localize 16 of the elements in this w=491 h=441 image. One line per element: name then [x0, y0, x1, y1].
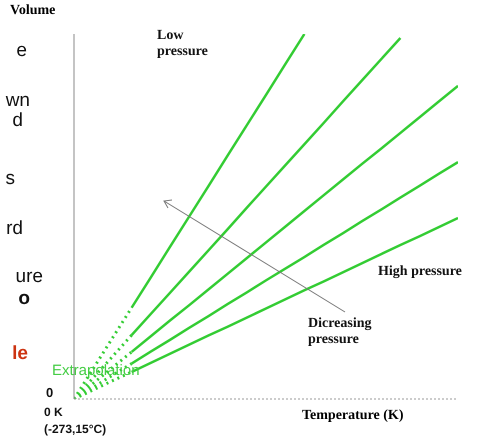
annotation: High pressure	[378, 264, 463, 280]
text: 0 K	[44, 405, 63, 420]
text: rd	[6, 218, 23, 240]
text: le	[12, 343, 28, 365]
annotation: Low pressure	[157, 28, 209, 60]
text: (-273,15°C)	[44, 422, 106, 437]
text: wn	[6, 90, 30, 112]
text: e	[16, 40, 27, 62]
x-axis-title: Temperature (K)	[302, 408, 404, 424]
text: o	[18, 288, 30, 310]
y-axis-title: Volume	[10, 3, 56, 19]
text: d	[12, 110, 23, 132]
text: 0	[46, 385, 54, 401]
text: s	[6, 168, 15, 190]
annotation: Dicreasing pressure	[308, 316, 373, 348]
text: ure	[16, 266, 43, 288]
